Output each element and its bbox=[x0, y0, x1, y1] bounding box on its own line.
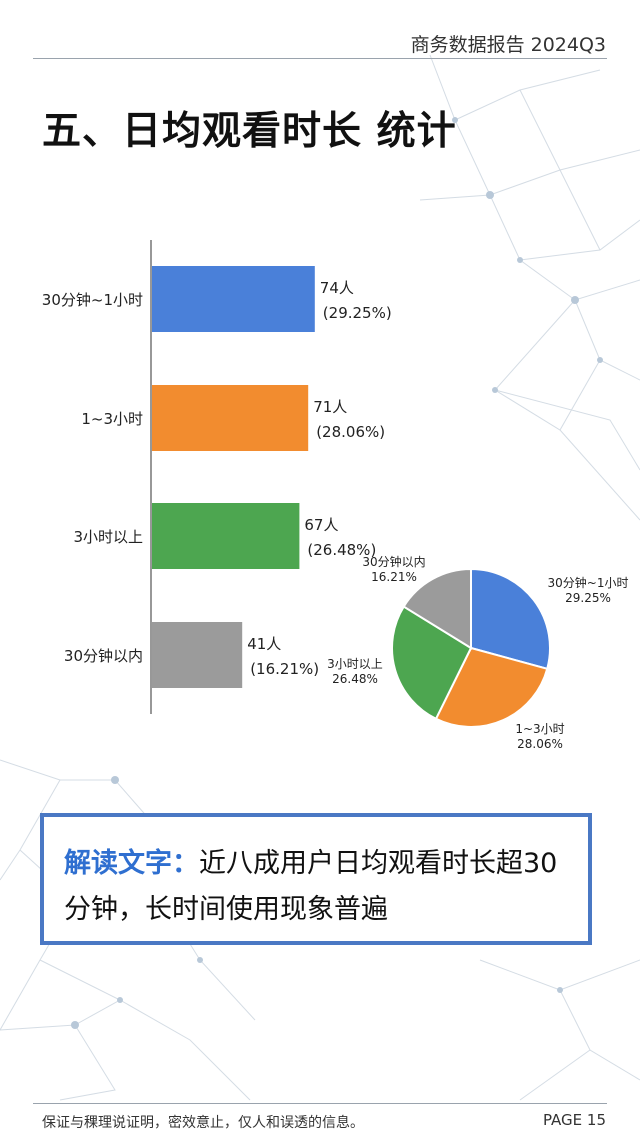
header-divider bbox=[33, 58, 607, 59]
interpretation-box: 解读文字：近八成用户日均观看时长超30分钟，长时间使用现象普遍 bbox=[40, 813, 592, 945]
pie-category-label: 30分钟以内 bbox=[362, 554, 425, 569]
pie-slice-4 bbox=[402, 567, 472, 650]
bar-value-label: 74人 bbox=[320, 279, 354, 297]
bar-1 bbox=[152, 266, 315, 332]
report-label: 商务数据报告 2024Q3 bbox=[410, 34, 606, 56]
bar-category-label: 1~3小时 bbox=[81, 410, 143, 428]
bar-value-label: 71人 bbox=[313, 398, 347, 416]
pie-category-label: 3小时以上 bbox=[327, 657, 383, 671]
bar-percent-label: (28.06%) bbox=[316, 423, 385, 441]
footer-divider bbox=[33, 1103, 607, 1104]
bar-percent-label: (16.21%) bbox=[250, 660, 319, 678]
bar-4 bbox=[152, 622, 243, 688]
pie-category-label: 30分钟~1小时 bbox=[548, 575, 629, 590]
chart-area: 30分钟~1小时 74人 (29.25%) 1~3小时 71人 (28.06%) 3小时以上… bbox=[42, 240, 629, 751]
pie-percent-label: 16.21% bbox=[371, 570, 417, 584]
page-number: PAGE 15 bbox=[542, 1111, 606, 1129]
bar-2 bbox=[152, 385, 309, 451]
bar-category-label: 3小时以上 bbox=[73, 528, 143, 546]
interpretation-label: 解读文字： bbox=[64, 848, 199, 879]
bar-category-label: 30分钟~1小时 bbox=[42, 291, 143, 309]
bar-percent-label: (29.25%) bbox=[323, 304, 392, 322]
pie-slice-3 bbox=[391, 605, 473, 721]
pie-percent-label: 26.48% bbox=[332, 672, 378, 686]
bar-percent-label: (26.48%) bbox=[307, 541, 376, 559]
interpretation-text: 近八成用户日均观看时长超30分钟，长时间使用现象普遍 bbox=[64, 848, 558, 925]
bar-category-label: 30分钟以内 bbox=[64, 647, 143, 665]
bar-3 bbox=[152, 503, 300, 569]
pie-percent-label: 29.25% bbox=[565, 591, 611, 605]
footer-note: 保证与稞理说证明，密效意止，仅人和误透的信息。 bbox=[42, 1115, 364, 1131]
bar-value-label: 67人 bbox=[304, 516, 338, 534]
pie-slice-1 bbox=[470, 567, 551, 671]
bar-value-label: 41人 bbox=[247, 635, 281, 653]
pie-percent-label: 28.06% bbox=[517, 737, 563, 751]
pie-slice-2 bbox=[434, 646, 549, 728]
page-title: 五、日均观看时长 统计 bbox=[42, 109, 457, 154]
pie-category-label: 1~3小时 bbox=[515, 722, 564, 736]
